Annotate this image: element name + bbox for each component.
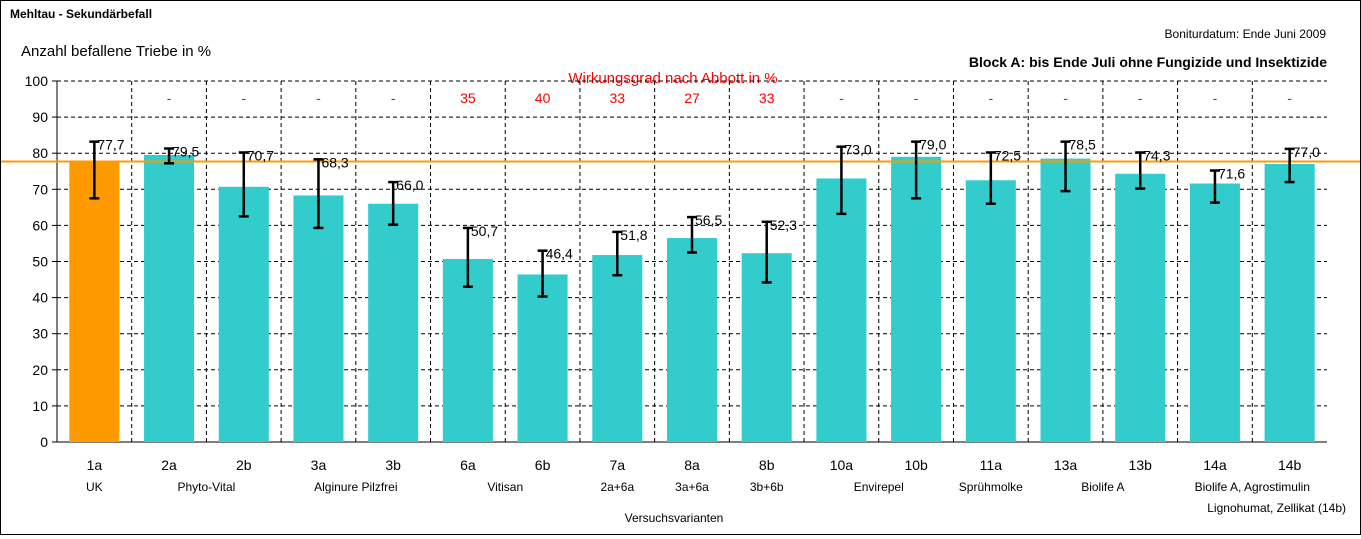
efficacy-value: 40 — [535, 90, 551, 106]
efficacy-value: 35 — [460, 90, 476, 106]
efficacy-label: Wirkungsgrad nach Abbott in % — [568, 70, 777, 87]
group-label: Alginure Pilzfrei — [314, 480, 397, 494]
efficacy-value: - — [1287, 90, 1292, 106]
efficacy-value: - — [167, 90, 172, 106]
group-label: Envirepel — [854, 480, 904, 494]
bar-6b — [517, 274, 568, 442]
y-tick-label: 60 — [32, 217, 48, 233]
group-label: 3a+6a — [675, 480, 709, 494]
data-label: 70,7 — [247, 147, 274, 163]
bar-8b — [741, 253, 792, 442]
x-tick-label: 3b — [385, 457, 401, 473]
efficacy-value: - — [1063, 90, 1068, 106]
bar-8a — [666, 238, 718, 442]
group-label: Sprühmolke — [959, 480, 1023, 494]
efficacy-value: - — [988, 90, 993, 106]
y-tick-label: 10 — [32, 398, 48, 414]
data-label: 56,5 — [695, 212, 722, 228]
x-tick-label: 13a — [1054, 457, 1078, 473]
x-tick-label: 2a — [161, 457, 177, 473]
x-tick-label: 11a — [980, 457, 1003, 473]
y-tick-label: 100 — [25, 73, 49, 89]
efficacy-value: - — [391, 90, 396, 106]
y-tick-label: 70 — [32, 181, 48, 197]
group-label: 3b+6b — [750, 480, 784, 494]
bar-3b — [368, 203, 419, 442]
group-label: Vitisan — [487, 480, 523, 494]
efficacy-value: - — [241, 90, 246, 106]
y-tick-label: 20 — [32, 362, 48, 378]
data-label: 51,8 — [620, 227, 647, 243]
y-tick-label: 50 — [32, 254, 48, 270]
data-label: 50,7 — [471, 223, 498, 239]
data-label: 77,0 — [1293, 144, 1320, 160]
data-label: 72,5 — [994, 147, 1021, 163]
extra-note: Lignohumat, Zellikat (14b) — [1207, 501, 1346, 515]
bar-11a — [965, 180, 1016, 442]
chart-title: Mehltau - Sekundärbefall — [10, 7, 152, 21]
group-label: Biolife A — [1081, 480, 1124, 494]
date-note: Boniturdatum: Ende Juni 2009 — [1165, 27, 1327, 41]
y-tick-label: 40 — [32, 290, 48, 306]
x-tick-label: 14b — [1278, 457, 1302, 473]
x-tick-label: 6b — [535, 457, 551, 473]
data-label: 79,0 — [919, 137, 946, 153]
bar-13a — [1040, 158, 1091, 443]
data-label: 79,5 — [172, 144, 199, 160]
bar-1a — [69, 161, 120, 443]
x-tick-label: 1a — [87, 457, 103, 473]
x-tick-label: 6a — [460, 457, 476, 473]
efficacy-value: - — [316, 90, 321, 106]
bar-2a — [144, 155, 195, 442]
efficacy-value: - — [1138, 90, 1143, 106]
data-label: 68,3 — [321, 154, 348, 170]
data-label: 77,7 — [97, 137, 124, 153]
bar-13b — [1115, 173, 1166, 443]
x-axis-label: Versuchsvarianten — [625, 511, 724, 525]
group-label: 2a+6a — [600, 480, 634, 494]
data-label: 46,4 — [546, 246, 573, 262]
group-label: Phyto-Vital — [178, 480, 236, 494]
y-tick-label: 90 — [32, 109, 48, 125]
bar-7a — [592, 255, 643, 442]
x-tick-label: 10a — [830, 457, 854, 473]
data-label: 73,0 — [844, 142, 871, 158]
efficacy-value: - — [1213, 90, 1218, 106]
data-label: 71,6 — [1218, 166, 1245, 182]
efficacy-value: 33 — [610, 90, 626, 106]
bar-14a — [1189, 183, 1240, 443]
bar-10a — [816, 178, 867, 442]
y-tick-label: 0 — [40, 434, 48, 450]
x-tick-label: 2b — [236, 457, 252, 473]
efficacy-value: - — [914, 90, 919, 106]
data-label: 74,3 — [1143, 147, 1170, 163]
group-label: Biolife A, Agrostimulin — [1195, 480, 1310, 494]
block-note: Block A: bis Ende Juli ohne Fungizide un… — [969, 54, 1327, 70]
x-tick-label: 10b — [904, 457, 928, 473]
x-tick-label: 13b — [1129, 457, 1153, 473]
x-tick-label: 3a — [311, 457, 327, 473]
x-tick-label: 8a — [684, 457, 700, 473]
y-tick-label: 80 — [32, 145, 48, 161]
group-label: UK — [86, 480, 103, 494]
bar-10b — [891, 156, 942, 442]
y-axis-label: Anzahl befallene Triebe in % — [21, 43, 211, 60]
efficacy-value: 33 — [759, 90, 775, 106]
bar-2b — [218, 186, 269, 442]
bar-6a — [442, 258, 493, 442]
bar-14b — [1264, 164, 1315, 442]
efficacy-value: - — [839, 90, 844, 106]
plot-area: 0 10 20 30 40 50 60 70 80 90 100 77,7 79,5 70,7 68,3 66… — [1, 73, 1360, 494]
y-tick-label: 30 — [32, 326, 48, 342]
bar-3a — [293, 195, 344, 442]
x-tick-label: 7a — [610, 457, 626, 473]
data-label: 66,0 — [396, 177, 423, 193]
x-tick-label: 8b — [759, 457, 775, 473]
data-label: 78,5 — [1069, 137, 1096, 153]
x-tick-label: 14a — [1203, 457, 1227, 473]
efficacy-value: 27 — [684, 90, 700, 106]
data-label: 52,3 — [770, 217, 797, 233]
